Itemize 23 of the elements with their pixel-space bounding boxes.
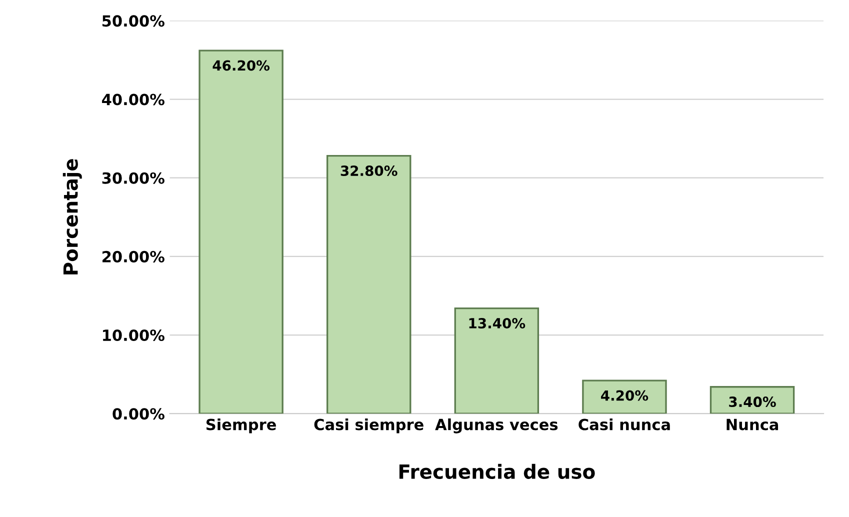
data-label: 46.20%	[212, 60, 270, 71]
bar	[198, 50, 284, 414]
x-tick-label: Algunas veces	[435, 418, 558, 434]
y-tick-label: 20.00%	[102, 250, 164, 262]
y-tick-label: 40.00%	[102, 94, 164, 106]
data-label: 32.80%	[340, 166, 398, 176]
y-axis-title: Porcentaje	[62, 159, 82, 274]
y-tick-label: 0.00%	[112, 408, 164, 420]
x-tick-label: Casi siempre	[314, 418, 424, 434]
bar	[454, 307, 540, 414]
x-tick-label: Casi nunca	[578, 418, 670, 430]
data-label: 13.40%	[469, 318, 526, 328]
data-label: 3.40%	[729, 396, 776, 408]
y-tick-label: 10.00%	[103, 329, 164, 342]
bar	[710, 386, 795, 414]
data-label: 4.20%	[601, 390, 648, 401]
x-tick-label: Nunca	[726, 418, 778, 430]
bar	[326, 155, 412, 414]
y-tick-label: 50.00%	[102, 15, 164, 27]
bar	[582, 380, 667, 414]
x-tick-label: Siempre	[206, 418, 276, 434]
x-axis-title: Frecuencia de uso	[399, 464, 595, 479]
y-tick-label: 30.00%	[102, 172, 164, 184]
